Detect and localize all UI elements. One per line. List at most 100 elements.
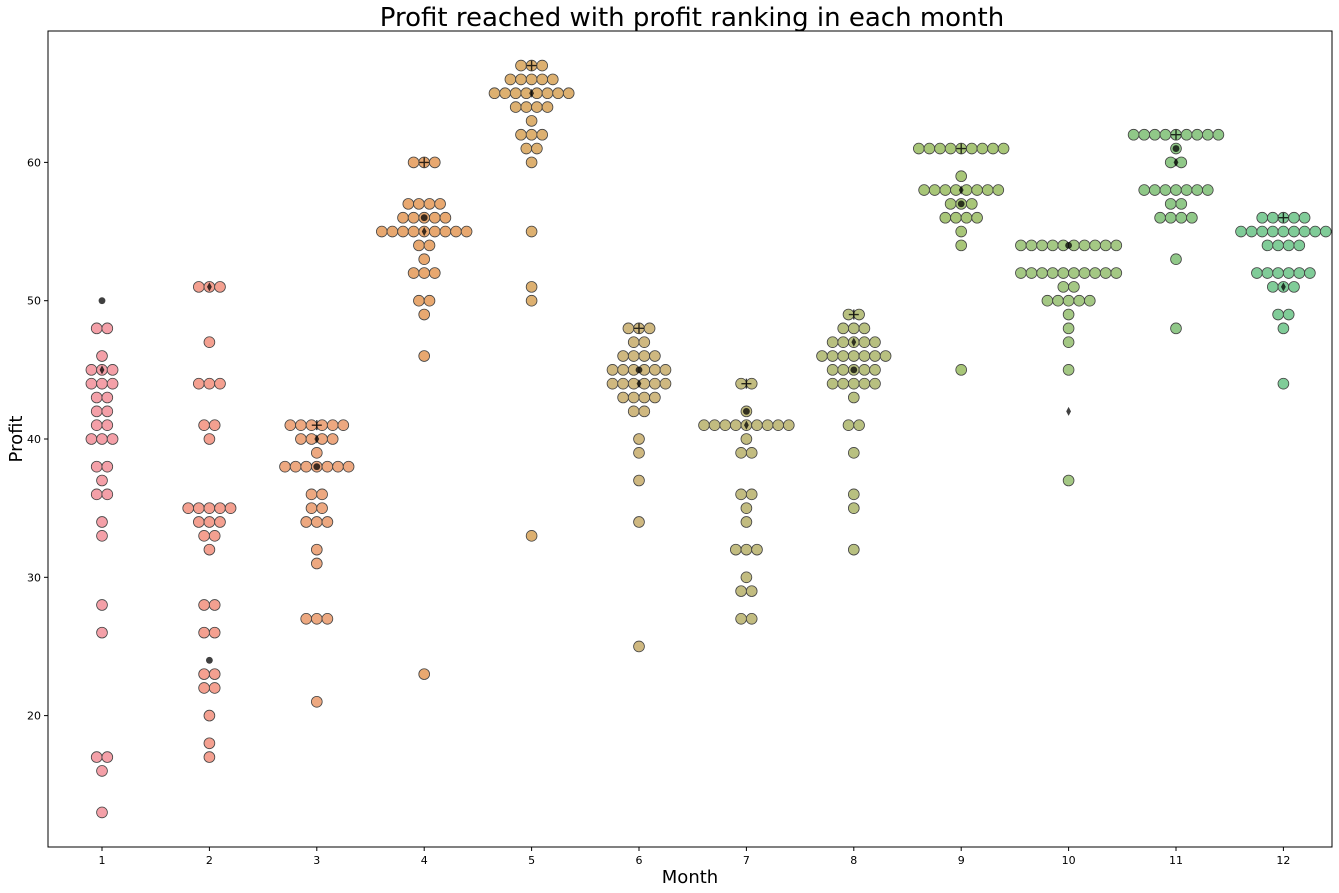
data-point: [633, 474, 645, 487]
diamond-marker: [1173, 157, 1179, 167]
x-axis: 1 2 3 4 5 6 7 8 9 10 11 12: [99, 847, 1290, 867]
data-point: [525, 156, 538, 169]
dot-marker: [957, 200, 965, 208]
data-point: [96, 806, 108, 819]
data-point: [428, 156, 441, 169]
data-point: [1282, 308, 1295, 321]
data-point: [208, 682, 221, 694]
data-point: [552, 87, 564, 100]
data-point: [745, 585, 758, 597]
data-point: [1191, 184, 1203, 196]
data-point: [1062, 322, 1075, 335]
data-point: [203, 709, 216, 722]
data-point: [1089, 239, 1101, 252]
data-point: [923, 142, 936, 155]
data-point: [939, 184, 952, 196]
data-point: [1251, 267, 1263, 279]
data-point: [198, 668, 210, 680]
data-point: [1304, 267, 1316, 279]
data-point: [971, 184, 983, 196]
data-point: [1202, 184, 1214, 196]
data-point: [955, 170, 967, 183]
data-point: [826, 336, 839, 348]
data-point: [1272, 308, 1284, 321]
data-point: [1138, 184, 1150, 196]
data-point: [627, 405, 640, 418]
plus-marker: [1278, 212, 1289, 223]
data-point: [1267, 281, 1279, 293]
data-point: [326, 419, 339, 431]
diamond-marker: [529, 88, 534, 98]
data-point: [203, 543, 216, 556]
dot-marker: [206, 656, 213, 664]
data-point: [638, 391, 651, 404]
data-point: [316, 502, 328, 514]
data-point: [106, 364, 119, 376]
data-point: [729, 543, 742, 556]
data-point: [934, 142, 946, 155]
data-point: [1015, 267, 1027, 279]
data-point: [413, 294, 425, 307]
data-point: [310, 516, 323, 528]
x-axis-label: Month: [662, 867, 718, 888]
data-point: [198, 626, 210, 639]
data-point: [96, 516, 108, 528]
data-point: [1272, 239, 1284, 252]
data-point: [627, 350, 640, 362]
data-point: [279, 460, 291, 473]
data-point: [955, 239, 967, 252]
data-point: [1186, 211, 1198, 224]
data-point: [1089, 267, 1101, 279]
data-point: [735, 488, 747, 501]
data-point: [342, 460, 355, 473]
data-point: [627, 336, 640, 348]
data-point: [740, 516, 753, 528]
data-point: [305, 502, 318, 514]
plus-marker: [1171, 129, 1181, 140]
data-point: [536, 128, 548, 141]
data-point: [659, 377, 672, 390]
data-point: [90, 460, 103, 473]
data-point: [1068, 267, 1080, 279]
data-point: [1170, 322, 1182, 335]
data-point: [1078, 239, 1091, 252]
data-point: [826, 364, 839, 376]
data-point: [649, 350, 661, 362]
data-point: [837, 322, 849, 335]
data-point: [1180, 184, 1193, 196]
y-axis: 20 30 40 50 60: [27, 156, 48, 723]
data-point: [1288, 225, 1300, 238]
data-point: [423, 294, 436, 307]
dot-marker: [635, 366, 643, 374]
data-point: [1245, 225, 1258, 238]
diamond-marker: [207, 282, 212, 292]
data-point: [182, 502, 195, 514]
data-point: [536, 59, 548, 72]
data-point: [944, 198, 957, 210]
data-point: [1159, 184, 1172, 196]
data-point: [633, 447, 645, 459]
data-point: [541, 87, 554, 100]
data-point: [782, 419, 795, 431]
data-point: [847, 502, 860, 514]
data-point: [1298, 225, 1311, 238]
data-point: [208, 626, 221, 639]
data-point: [847, 543, 860, 556]
data-point: [305, 488, 318, 501]
data-point: [224, 502, 237, 514]
data-point: [1320, 225, 1332, 238]
data-point: [1041, 294, 1054, 307]
data-point: [321, 612, 334, 625]
data-point: [397, 225, 409, 238]
data-point: [740, 502, 753, 514]
data-point: [772, 419, 784, 431]
data-point: [1191, 128, 1203, 141]
data-point: [101, 460, 114, 473]
data-point: [203, 336, 216, 348]
plus-marker: [526, 60, 537, 71]
data-point: [198, 599, 210, 611]
data-point: [214, 281, 226, 293]
data-point: [1164, 211, 1177, 224]
data-point: [208, 530, 221, 542]
